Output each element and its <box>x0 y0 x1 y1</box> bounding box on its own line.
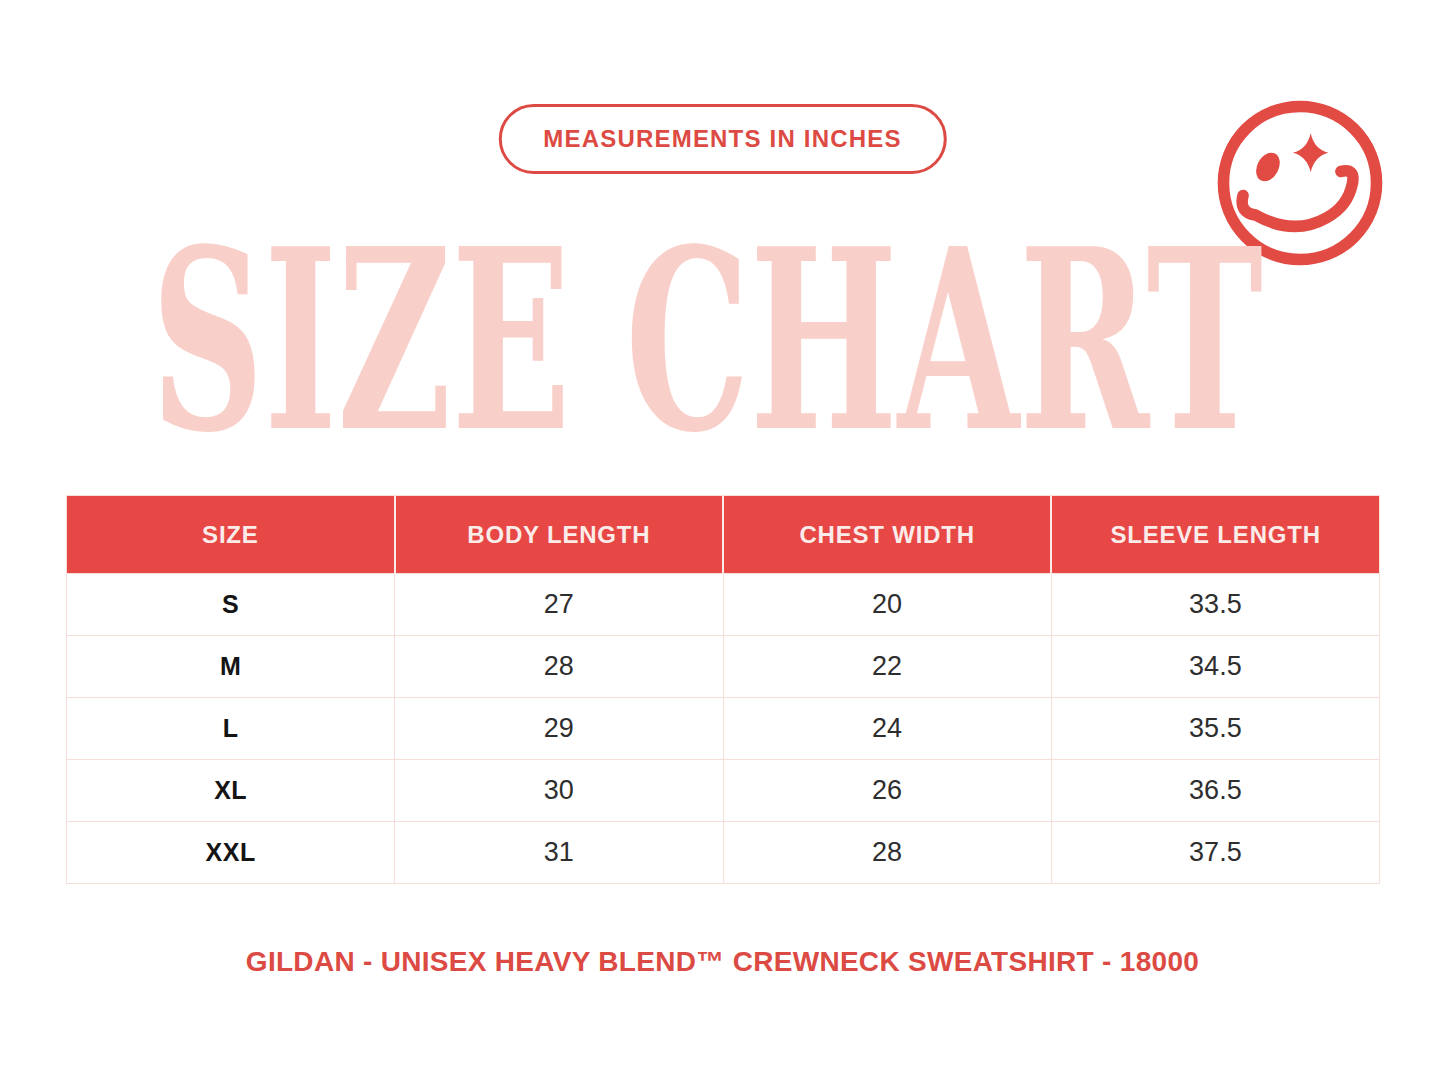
cell-size: XL <box>67 760 395 822</box>
table-row-l: L 29 24 35.5 <box>67 698 1380 760</box>
col-header-sleeve-length: SLEEVE LENGTH <box>1051 496 1379 574</box>
cell-size: M <box>67 636 395 698</box>
measurements-badge: MEASUREMENTS IN INCHES <box>498 104 946 174</box>
cell-chest-width: 24 <box>723 698 1051 760</box>
size-table: SIZE BODY LENGTH CHEST WIDTH SLEEVE LENG… <box>66 495 1380 884</box>
table-row-m: M 28 22 34.5 <box>67 636 1380 698</box>
cell-sleeve-length: 34.5 <box>1051 636 1379 698</box>
col-header-body-length: BODY LENGTH <box>395 496 723 574</box>
cell-body-length: 28 <box>395 636 723 698</box>
cell-sleeve-length: 36.5 <box>1051 760 1379 822</box>
cell-sleeve-length: 37.5 <box>1051 822 1379 884</box>
title-art: SIZE CHART <box>148 232 1266 437</box>
cell-size: L <box>67 698 395 760</box>
smiley-left-eye <box>1251 149 1284 186</box>
cell-chest-width: 26 <box>723 760 1051 822</box>
smiley-sparkle-eye <box>1293 133 1329 172</box>
cell-body-length: 30 <box>395 760 723 822</box>
size-chart-page: MEASUREMENTS IN INCHES SIZE CHART SIZE B… <box>0 0 1445 1084</box>
title-block: SIZE CHART <box>148 232 1266 437</box>
table-row-s: S 27 20 33.5 <box>67 574 1380 636</box>
cell-body-length: 31 <box>395 822 723 884</box>
cell-chest-width: 22 <box>723 636 1051 698</box>
cell-chest-width: 28 <box>723 822 1051 884</box>
product-name-line: GILDAN - UNISEX HEAVY BLEND™ CREWNECK SW… <box>0 946 1445 978</box>
table-row-xl: XL 30 26 36.5 <box>67 760 1380 822</box>
cell-body-length: 29 <box>395 698 723 760</box>
cell-body-length: 27 <box>395 574 723 636</box>
table-row-xxl: XXL 31 28 37.5 <box>67 822 1380 884</box>
table-header-row: SIZE BODY LENGTH CHEST WIDTH SLEEVE LENG… <box>67 496 1380 574</box>
page-title: SIZE CHART <box>151 232 1263 437</box>
cell-size: S <box>67 574 395 636</box>
col-header-chest-width: CHEST WIDTH <box>723 496 1051 574</box>
cell-chest-width: 20 <box>723 574 1051 636</box>
smiley-mouth <box>1242 171 1353 227</box>
cell-sleeve-length: 35.5 <box>1051 698 1379 760</box>
cell-sleeve-length: 33.5 <box>1051 574 1379 636</box>
col-header-size: SIZE <box>67 496 395 574</box>
cell-size: XXL <box>67 822 395 884</box>
